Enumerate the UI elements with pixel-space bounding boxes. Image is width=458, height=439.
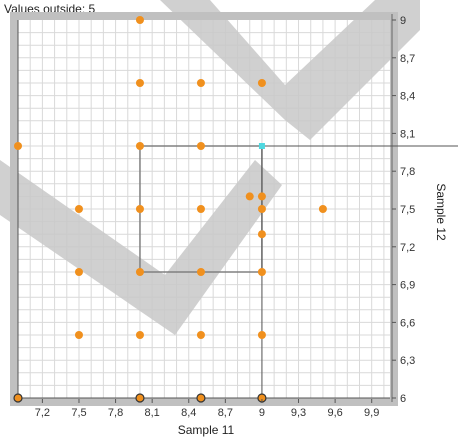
- data-point[interactable]: [245, 192, 254, 201]
- y-tick-label: 6,3: [400, 355, 415, 367]
- data-point[interactable]: [196, 142, 205, 150]
- data-point[interactable]: [135, 331, 144, 339]
- data-point[interactable]: [135, 16, 144, 24]
- x-tick-label: 7,2: [35, 407, 50, 419]
- y-axis-title: Sample 12: [434, 183, 448, 241]
- x-tick-label: 8,7: [218, 407, 233, 419]
- data-point[interactable]: [257, 192, 266, 201]
- data-point[interactable]: [257, 79, 266, 87]
- y-tick-label: 7,2: [400, 242, 415, 254]
- y-tick-label: 7,5: [400, 204, 415, 216]
- watermark-check-shape: [0, 160, 282, 335]
- x-axis-title: Sample 11: [178, 423, 235, 437]
- y-tick-label: 7,8: [400, 166, 415, 178]
- data-point[interactable]: [196, 268, 205, 276]
- y-tick-label: 8,7: [400, 53, 415, 65]
- x-tick-label: 8,4: [181, 407, 196, 419]
- y-tick-label: 6,6: [400, 317, 415, 329]
- data-point[interactable]: [74, 205, 83, 213]
- data-point[interactable]: [318, 205, 327, 213]
- y-tick-label: 6: [400, 393, 406, 405]
- data-point[interactable]: [196, 331, 205, 339]
- y-tick-label: 9: [400, 15, 406, 27]
- data-point[interactable]: [135, 142, 144, 150]
- data-point[interactable]: [74, 268, 83, 276]
- x-tick-label: 7,5: [71, 407, 86, 419]
- x-tick-label: 9: [259, 407, 265, 419]
- data-point[interactable]: [135, 205, 144, 213]
- data-point[interactable]: [196, 393, 206, 403]
- selected-point[interactable]: [258, 143, 265, 149]
- data-point[interactable]: [74, 331, 83, 339]
- data-point[interactable]: [257, 230, 266, 239]
- data-point[interactable]: [135, 268, 144, 276]
- data-point[interactable]: [13, 393, 23, 403]
- x-tick-label: 9,6: [327, 407, 342, 419]
- x-tick-label: 8,1: [145, 407, 160, 419]
- data-point[interactable]: [14, 142, 22, 150]
- y-tick-label: 6,9: [400, 280, 415, 292]
- data-point[interactable]: [257, 268, 266, 276]
- y-tick-label: 8,4: [400, 91, 415, 103]
- data-point[interactable]: [257, 331, 266, 339]
- data-point[interactable]: [257, 205, 266, 213]
- watermark-check-shape: [160, 0, 420, 140]
- data-point[interactable]: [135, 79, 144, 87]
- x-tick-label: 7,8: [108, 407, 123, 419]
- x-tick-label: 9,9: [364, 407, 379, 419]
- data-point[interactable]: [196, 205, 205, 213]
- y-tick-label: 8,1: [400, 128, 415, 140]
- data-point[interactable]: [196, 79, 205, 87]
- x-tick-label: 9,3: [291, 407, 306, 419]
- data-point[interactable]: [135, 393, 145, 403]
